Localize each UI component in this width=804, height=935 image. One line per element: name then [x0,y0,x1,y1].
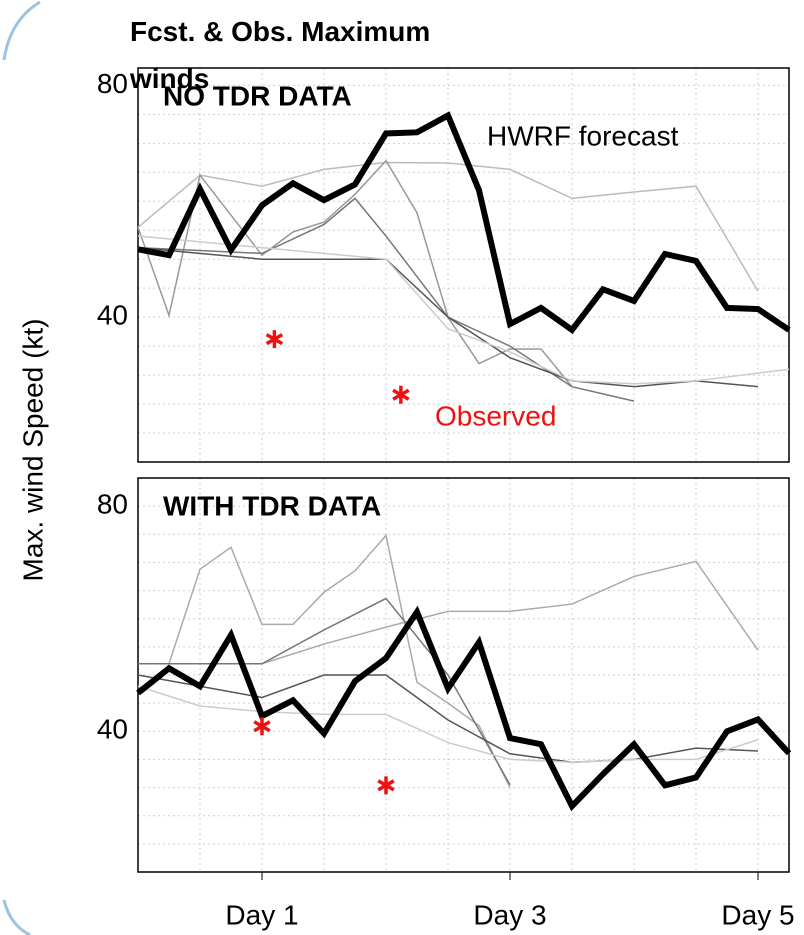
panel-title: WITH TDR DATA [163,490,381,521]
plot-frame [137,67,790,463]
ensemble-line [137,159,573,388]
x-tick-label: Day 1 [225,899,298,930]
ensemble-line [138,560,759,665]
ensemble-line [137,674,759,763]
forecast-line [136,605,792,812]
y-tick-label: 80 [97,489,128,520]
panel-title: NO TDR DATA [163,80,352,111]
x-tick-label: Day 5 [721,899,794,930]
x-tick-label: Day 3 [473,899,546,930]
y-tick-label: 40 [97,714,128,745]
ensemble-line [137,246,759,388]
observed-point [253,717,271,736]
ensemble-line [138,533,511,788]
ensemble-line [138,597,511,786]
observed-point [377,776,395,795]
observed-point [392,385,410,404]
series-label: Observed [435,400,556,431]
ensemble-line [137,685,759,763]
figure-title: Fcst. & Obs. Maximum winds [130,16,431,94]
ensemble-line [137,161,759,292]
observed-point [265,330,284,349]
forecast-line [137,111,791,335]
series-label: HWRF forecast [487,120,679,151]
y-tick-label: 40 [97,300,128,331]
y-axis-label: Max. wind Speed (kt) [17,319,48,582]
decor-arc [2,0,41,61]
y-tick-label: 80 [97,68,128,99]
decor-arc [2,899,31,935]
ensemble-line [137,235,790,385]
